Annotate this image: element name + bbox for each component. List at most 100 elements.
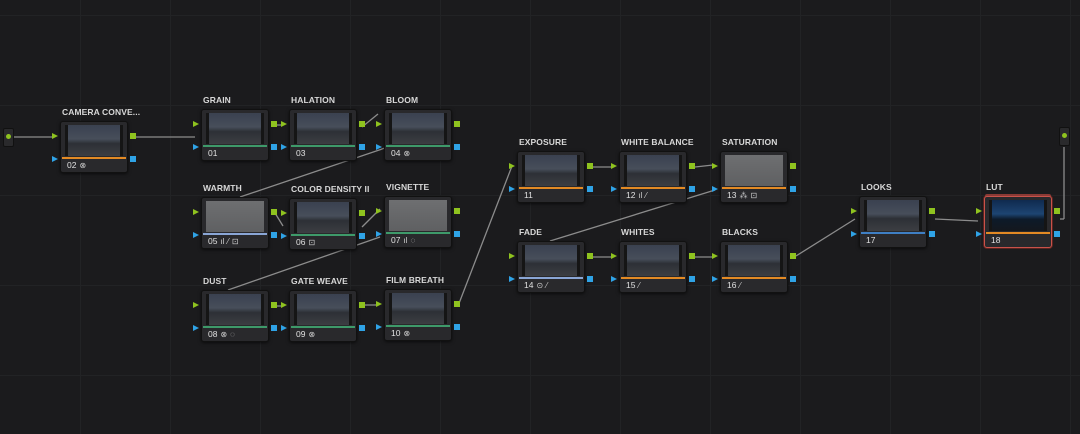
node-dust[interactable]: DUST 08 ⊗ ◌ bbox=[201, 276, 269, 342]
rgb-input-port[interactable] bbox=[376, 208, 382, 214]
rgb-output-port[interactable] bbox=[790, 163, 796, 169]
key-input-port[interactable] bbox=[509, 186, 515, 192]
output-node[interactable] bbox=[1059, 127, 1070, 146]
key-input-port[interactable] bbox=[281, 144, 287, 150]
node-sat[interactable]: SATURATION 13 ⁂ ⊡ bbox=[720, 137, 788, 203]
key-output-port[interactable] bbox=[454, 231, 460, 237]
rgb-input-port[interactable] bbox=[281, 121, 287, 127]
key-input-port[interactable] bbox=[712, 186, 718, 192]
rgb-output-port[interactable] bbox=[1054, 208, 1060, 214]
node-warmth[interactable]: WARMTH 05 ıl ⁄ ⊡ bbox=[201, 183, 269, 249]
rgb-output-port[interactable] bbox=[271, 209, 277, 215]
rgb-input-port[interactable] bbox=[712, 253, 718, 259]
key-input-port[interactable] bbox=[193, 232, 199, 238]
node-density[interactable]: COLOR DENSITY II 06 ⊡ bbox=[289, 184, 369, 250]
node-cam[interactable]: CAMERA CONVE... 02 ⊗ bbox=[60, 107, 140, 173]
key-output-port[interactable] bbox=[689, 276, 695, 282]
rgb-output-port[interactable] bbox=[454, 208, 460, 214]
rgb-input-port[interactable] bbox=[851, 208, 857, 214]
rgb-input-port[interactable] bbox=[611, 163, 617, 169]
connection-wire[interactable] bbox=[934, 218, 979, 222]
key-output-port[interactable] bbox=[587, 186, 593, 192]
node-exposure[interactable]: EXPOSURE 11 bbox=[517, 137, 585, 203]
connection-wire[interactable] bbox=[549, 189, 716, 242]
key-output-port[interactable] bbox=[790, 276, 796, 282]
rgb-input-port[interactable] bbox=[281, 302, 287, 308]
key-output-port[interactable] bbox=[359, 233, 365, 239]
connection-wire[interactable] bbox=[274, 212, 284, 227]
source-input-node[interactable] bbox=[3, 128, 14, 147]
node-breath[interactable]: FILM BREATH 10 ⊗ bbox=[384, 275, 452, 341]
rgb-output-port[interactable] bbox=[587, 253, 593, 259]
key-input-port[interactable] bbox=[509, 276, 515, 282]
key-input-port[interactable] bbox=[281, 325, 287, 331]
key-output-port[interactable] bbox=[1054, 231, 1060, 237]
rgb-input-port[interactable] bbox=[509, 253, 515, 259]
key-input-port[interactable] bbox=[712, 276, 718, 282]
rgb-output-port[interactable] bbox=[689, 163, 695, 169]
connection-wire[interactable] bbox=[457, 165, 513, 307]
key-output-port[interactable] bbox=[359, 325, 365, 331]
key-output-port[interactable] bbox=[454, 324, 460, 330]
node-lut[interactable]: LUT 18 bbox=[984, 182, 1052, 248]
rgb-input-port[interactable] bbox=[376, 301, 382, 307]
rgb-output-port[interactable] bbox=[790, 253, 796, 259]
key-input-port[interactable] bbox=[52, 156, 58, 162]
key-input-port[interactable] bbox=[281, 233, 287, 239]
rgb-input-port[interactable] bbox=[376, 121, 382, 127]
rgb-output-port[interactable] bbox=[689, 253, 695, 259]
rgb-input-port[interactable] bbox=[52, 133, 58, 139]
node-halation[interactable]: HALATION 03 bbox=[289, 95, 357, 161]
rgb-input-port[interactable] bbox=[281, 210, 287, 216]
rgb-input-port[interactable] bbox=[193, 209, 199, 215]
rgb-output-port[interactable] bbox=[454, 121, 460, 127]
rgb-output-port[interactable] bbox=[359, 210, 365, 216]
key-output-port[interactable] bbox=[271, 144, 277, 150]
node-grain[interactable]: GRAIN 01 bbox=[201, 95, 269, 161]
key-output-port[interactable] bbox=[130, 156, 136, 162]
key-output-port[interactable] bbox=[271, 232, 277, 238]
rgb-output-port[interactable] bbox=[271, 302, 277, 308]
key-input-port[interactable] bbox=[376, 144, 382, 150]
rgb-output-port[interactable] bbox=[359, 121, 365, 127]
rgb-output-port[interactable] bbox=[587, 163, 593, 169]
node-wb[interactable]: WHITE BALANCE 12 ıl ⁄ bbox=[619, 137, 694, 203]
key-input-port[interactable] bbox=[851, 231, 857, 237]
key-output-port[interactable] bbox=[359, 144, 365, 150]
rgb-input-port[interactable] bbox=[509, 163, 515, 169]
node-whites[interactable]: WHITES 15 ⁄ bbox=[619, 227, 687, 293]
key-output-port[interactable] bbox=[790, 186, 796, 192]
key-output-port[interactable] bbox=[929, 231, 935, 237]
key-input-port[interactable] bbox=[193, 325, 199, 331]
node-looks[interactable]: LOOKS 17 bbox=[859, 182, 927, 248]
connection-wire[interactable] bbox=[694, 164, 714, 168]
key-input-port[interactable] bbox=[376, 231, 382, 237]
key-output-port[interactable] bbox=[587, 276, 593, 282]
rgb-output-port[interactable] bbox=[130, 133, 136, 139]
rgb-input-port[interactable] bbox=[976, 208, 982, 214]
connection-wire[interactable] bbox=[239, 146, 389, 198]
rgb-input-port[interactable] bbox=[193, 121, 199, 127]
key-output-port[interactable] bbox=[271, 325, 277, 331]
node-status-bar bbox=[62, 157, 126, 159]
key-output-port[interactable] bbox=[689, 186, 695, 192]
key-output-port[interactable] bbox=[454, 144, 460, 150]
rgb-output-port[interactable] bbox=[271, 121, 277, 127]
rgb-input-port[interactable] bbox=[611, 253, 617, 259]
rgb-output-port[interactable] bbox=[929, 208, 935, 214]
key-input-port[interactable] bbox=[193, 144, 199, 150]
key-input-port[interactable] bbox=[376, 324, 382, 330]
node-blacks[interactable]: BLACKS 16 ⁄ bbox=[720, 227, 788, 293]
node-gate[interactable]: GATE WEAVE 09 ⊗ bbox=[289, 276, 357, 342]
rgb-output-port[interactable] bbox=[454, 301, 460, 307]
node-fade[interactable]: FADE 14 ⊙ ⁄ bbox=[517, 227, 585, 293]
connection-wire[interactable] bbox=[795, 218, 856, 257]
rgb-output-port[interactable] bbox=[359, 302, 365, 308]
key-input-port[interactable] bbox=[611, 186, 617, 192]
rgb-input-port[interactable] bbox=[712, 163, 718, 169]
node-bloom[interactable]: BLOOM 04 ⊗ bbox=[384, 95, 452, 161]
key-input-port[interactable] bbox=[976, 231, 982, 237]
key-input-port[interactable] bbox=[611, 276, 617, 282]
rgb-input-port[interactable] bbox=[193, 302, 199, 308]
node-vignette[interactable]: VIGNETTE 07 ıl ◌ bbox=[384, 182, 452, 248]
